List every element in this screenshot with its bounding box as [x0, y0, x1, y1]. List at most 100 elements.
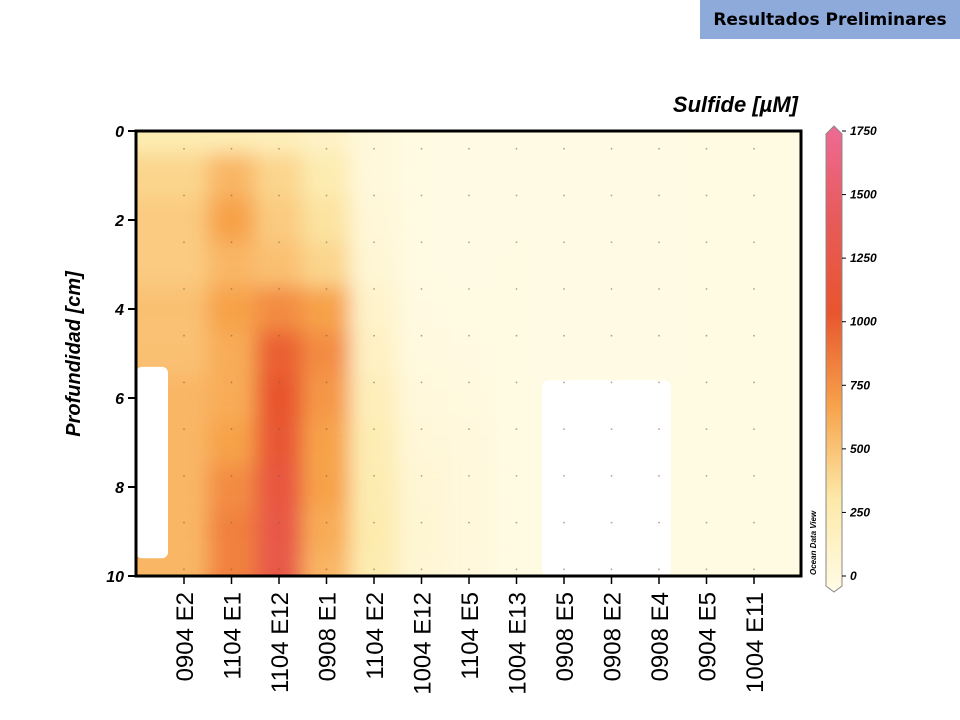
sample-point	[705, 334, 708, 337]
heatmap-cell	[492, 197, 541, 243]
sample-point	[753, 147, 755, 150]
heatmap-cell	[445, 197, 493, 243]
sample-point	[325, 381, 328, 384]
heatmap-cell	[730, 375, 801, 421]
sample-point	[325, 521, 328, 524]
x-tick-label: 0904 E2	[172, 592, 199, 681]
preliminary-results-badge: Resultados Preliminares	[700, 0, 960, 39]
sample-point	[278, 474, 280, 477]
sample-point	[325, 147, 328, 150]
heatmap-cell	[730, 197, 801, 243]
y-tick-label: 8	[115, 480, 124, 497]
heatmap-cell	[492, 131, 541, 154]
heatmap-cell	[302, 509, 351, 554]
sample-point	[658, 381, 660, 384]
sample-point	[563, 288, 565, 290]
y-axis-label: Profundidad [cm]	[63, 270, 85, 437]
colorbar-tick-label: 1000	[850, 315, 877, 329]
sample-point	[420, 428, 423, 431]
heatmap-cell	[136, 242, 208, 287]
heatmap-cell	[302, 242, 351, 287]
heatmap-cell	[302, 553, 351, 576]
heatmap-cell	[492, 331, 541, 376]
heatmap-cell	[682, 509, 731, 554]
sample-point	[183, 241, 185, 244]
sample-point	[278, 194, 280, 197]
x-tick-label: 1104 E5	[457, 592, 484, 680]
heatmap-cell	[540, 286, 588, 332]
heatmap-cell	[682, 331, 731, 376]
heatmap-cell	[540, 242, 588, 287]
sample-point	[420, 474, 423, 477]
heatmap-cell	[445, 553, 493, 576]
sample-point	[420, 241, 423, 244]
sample-point	[373, 241, 375, 244]
heatmap-cell	[350, 464, 398, 510]
sample-point	[563, 334, 565, 337]
sample-point	[753, 334, 755, 337]
sample-point	[563, 474, 565, 477]
sample-point	[183, 568, 185, 571]
sample-point	[325, 288, 328, 290]
sample-point	[563, 521, 565, 524]
sample-point	[230, 381, 233, 384]
heatmap-cell	[350, 197, 398, 243]
sample-point	[658, 241, 660, 244]
heatmap-cell	[445, 153, 493, 198]
sample-point	[610, 194, 613, 197]
no-data-region	[542, 380, 671, 576]
heatmap-cell	[207, 420, 256, 465]
heatmap-cell	[207, 553, 256, 576]
heatmap-cell	[255, 464, 303, 510]
sample-point	[753, 474, 755, 477]
x-tick-label: 1104 E2	[362, 592, 389, 680]
heatmap-cell	[397, 197, 446, 243]
x-tick-label: 1004 E13	[505, 592, 532, 695]
y-axis: 0 2 4 6 8 10	[106, 124, 136, 586]
sample-point	[610, 521, 613, 524]
heatmap-cell	[492, 420, 541, 465]
sample-point	[753, 241, 755, 244]
sample-point	[278, 428, 280, 431]
sample-point	[325, 241, 328, 244]
sample-point	[610, 568, 613, 571]
sample-point	[563, 241, 565, 244]
sample-point	[468, 428, 470, 431]
sample-point	[563, 194, 565, 197]
sample-point	[515, 194, 518, 197]
sample-point	[373, 428, 375, 431]
heatmap-cell	[587, 286, 636, 332]
sample-point	[705, 147, 708, 150]
sample-point	[183, 521, 185, 524]
x-tick-label: 0908 E1	[315, 592, 342, 681]
y-tick-label: 0	[115, 124, 124, 141]
heatmap-cell	[207, 464, 256, 510]
heatmap-cell	[730, 242, 801, 287]
heatmap-cell	[207, 286, 256, 332]
heatmap-cell	[302, 420, 351, 465]
heatmap-cell	[492, 553, 541, 576]
sample-point	[705, 474, 708, 477]
sample-point	[230, 521, 233, 524]
heatmap-cell	[350, 242, 398, 287]
sample-point	[468, 474, 470, 477]
heatmap-cell	[255, 331, 303, 376]
sample-point	[468, 568, 470, 571]
sample-point	[753, 568, 755, 571]
colorbar-tick-label: 1250	[850, 251, 877, 265]
sample-point	[468, 288, 470, 290]
heatmap-cell	[587, 242, 636, 287]
heatmap-cell	[587, 131, 636, 154]
x-tick-label: 1104 E1	[220, 592, 247, 680]
sample-point	[183, 194, 185, 197]
sample-point	[230, 428, 233, 431]
sample-point	[468, 334, 470, 337]
sample-point	[658, 474, 660, 477]
heatmap-cell	[397, 242, 446, 287]
heatmap-cell	[302, 131, 351, 154]
sample-point	[183, 334, 185, 337]
heatmap-cell	[350, 153, 398, 198]
colorbar-tick-label: 1500	[850, 188, 877, 202]
heatmap-cell	[492, 242, 541, 287]
